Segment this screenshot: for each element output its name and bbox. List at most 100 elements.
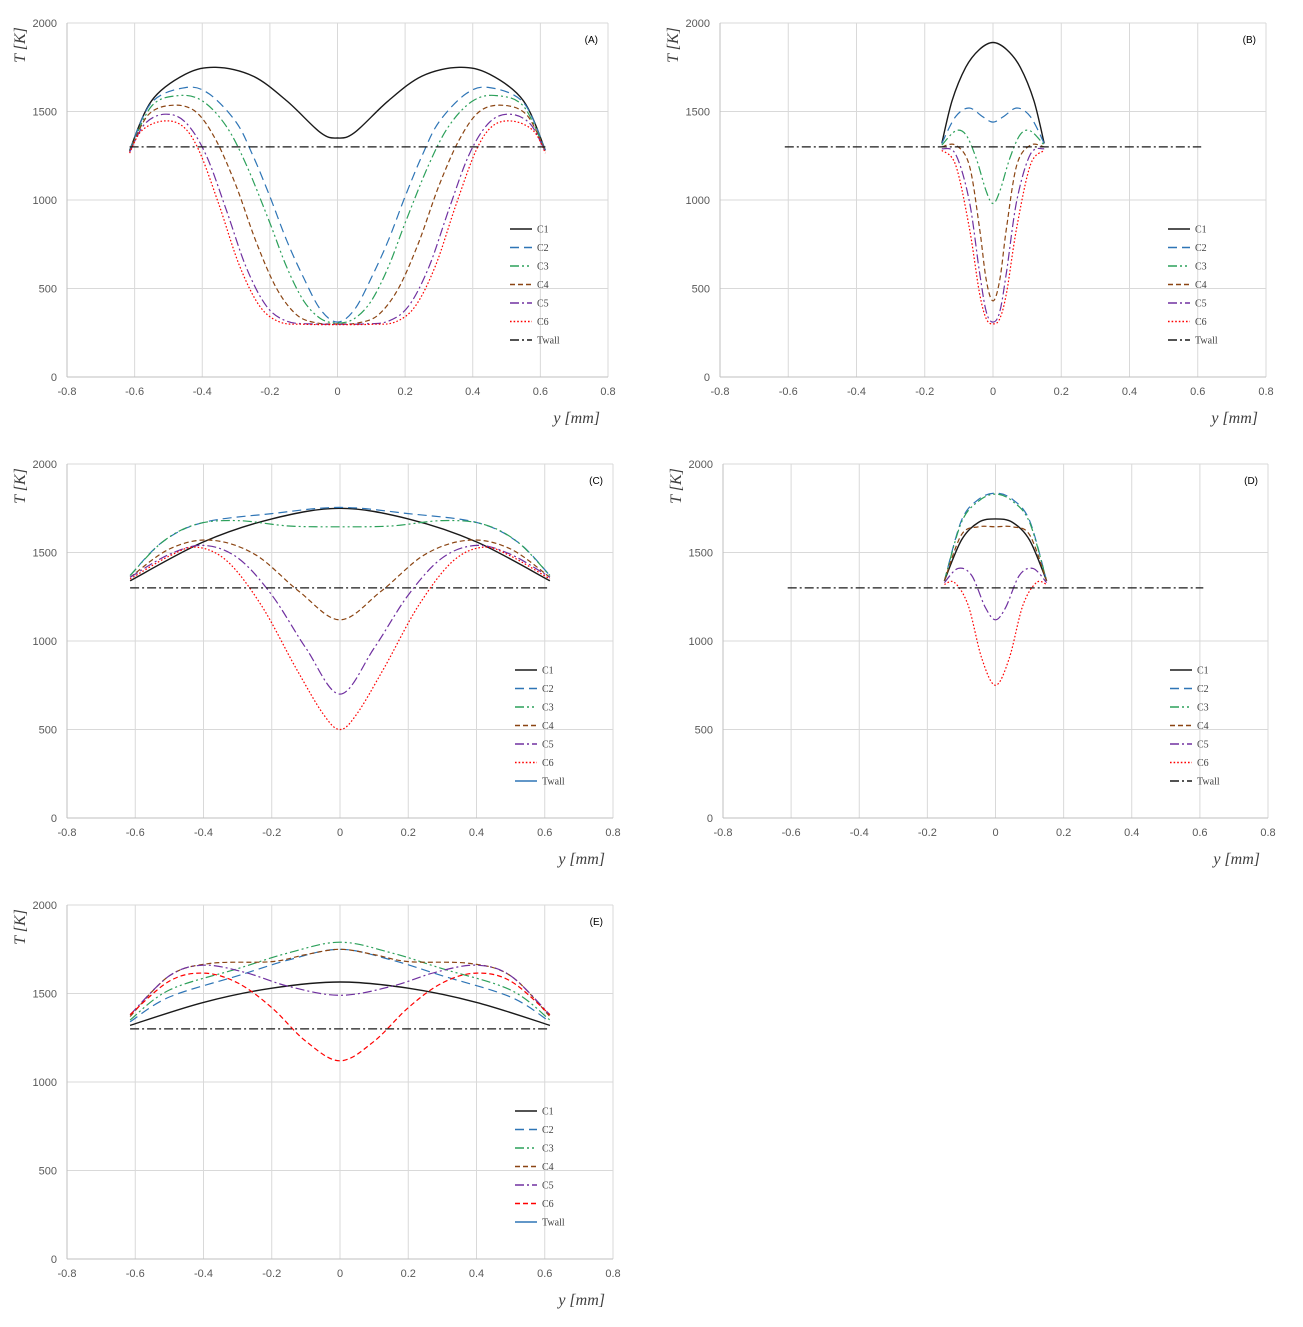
series-line-c1 — [941, 41, 1045, 144]
legend-label-twall: Twall — [1197, 777, 1220, 788]
x-tick-label: 0.8 — [600, 386, 615, 398]
x-tick-label: 0 — [337, 827, 343, 839]
legend-label-c1: C1 — [542, 666, 554, 677]
x-tick-label: -0.6 — [779, 386, 798, 398]
y-tick-label: 500 — [39, 284, 57, 296]
series-line-c3 — [941, 129, 1045, 205]
x-tick-label: -0.6 — [126, 827, 145, 839]
y-axis-label: T [K] — [665, 27, 682, 63]
panel-e: -0.8 -0.6 -0.4 -0.2 0 0.2 0.4 0.6 0.8 0 500 1000 150… — [12, 900, 621, 1309]
x-tick-label: 0.6 — [537, 1268, 552, 1280]
y-tick-label: 2000 — [686, 18, 710, 30]
x-tick-label: 0.6 — [1192, 827, 1207, 839]
x-axis-label: y [mm] — [556, 851, 605, 868]
y-tick-label: 2000 — [33, 18, 57, 30]
legend-label-c5: C5 — [542, 740, 554, 751]
y-tick-label: 1500 — [686, 107, 710, 119]
series-line-c4 — [941, 143, 1045, 302]
series-line-c1 — [128, 66, 547, 151]
y-tick-label: 0 — [704, 372, 710, 384]
legend-label-c4: C4 — [1197, 721, 1209, 732]
legend-label-c4: C4 — [1195, 280, 1207, 291]
x-tick-label: 0.6 — [533, 386, 548, 398]
series-line-c3 — [129, 941, 551, 1021]
series-line-c5 — [943, 567, 1048, 621]
x-tick-label: 0.6 — [1190, 386, 1205, 398]
x-tick-label: -0.6 — [125, 386, 144, 398]
y-tick-label: 0 — [51, 372, 57, 384]
y-tick-label: 2000 — [33, 900, 57, 912]
x-tick-label: 0.2 — [1054, 386, 1069, 398]
x-tick-label: -0.8 — [711, 386, 730, 398]
legend-label-c2: C2 — [542, 684, 554, 695]
legend-label-c6: C6 — [542, 1199, 554, 1210]
panel-c: -0.8 -0.6 -0.4 -0.2 0 0.2 0.4 0.6 0.8 0 500 1000 150… — [12, 459, 621, 868]
y-tick-label: 1500 — [33, 548, 57, 560]
legend-label-c3: C3 — [1197, 703, 1209, 714]
x-tick-label: 0.2 — [401, 827, 416, 839]
legend-label-c5: C5 — [1195, 299, 1207, 310]
x-tick-label: 0.6 — [537, 827, 552, 839]
y-tick-label: 1500 — [689, 548, 713, 560]
y-tick-label: 0 — [51, 813, 57, 825]
series-line-c5 — [129, 964, 551, 1016]
series-line-c3 — [129, 94, 546, 324]
x-tick-label: -0.8 — [58, 1268, 77, 1280]
legend-label-c6: C6 — [542, 758, 554, 769]
x-tick-label: 0.2 — [401, 1268, 416, 1280]
x-axis-label: y [mm] — [551, 410, 600, 427]
y-tick-label: 500 — [39, 1166, 57, 1178]
x-axis-label: y [mm] — [1211, 851, 1260, 868]
series-line-c6 — [129, 120, 546, 326]
legend-label-c2: C2 — [1197, 684, 1209, 695]
legend-label-c6: C6 — [1197, 758, 1209, 769]
x-tick-label: 0.2 — [1056, 827, 1071, 839]
legend-label-c5: C5 — [542, 1181, 554, 1192]
x-tick-label: -0.6 — [126, 1268, 145, 1280]
legend-label-c1: C1 — [1197, 666, 1209, 677]
y-tick-label: 1000 — [33, 195, 57, 207]
x-tick-label: -0.4 — [194, 1268, 213, 1280]
x-axis-label: y [mm] — [556, 1292, 605, 1309]
x-tick-label: 0.8 — [1260, 827, 1275, 839]
legend-label-c5: C5 — [537, 299, 549, 310]
legend-label-c6: C6 — [537, 317, 549, 328]
series-line-c5 — [129, 113, 546, 325]
y-tick-label: 500 — [695, 725, 713, 737]
legend-label-c4: C4 — [537, 280, 549, 291]
y-tick-label: 1000 — [686, 195, 710, 207]
legend-label-c3: C3 — [542, 1144, 554, 1155]
y-tick-label: 2000 — [689, 459, 713, 471]
y-tick-label: 500 — [692, 284, 710, 296]
legend-label-c4: C4 — [542, 1162, 554, 1173]
series-line-c6 — [129, 546, 551, 731]
x-tick-label: 0.4 — [469, 1268, 484, 1280]
x-tick-label: -0.2 — [915, 386, 934, 398]
y-tick-label: 1500 — [33, 989, 57, 1001]
series-line-c6 — [944, 580, 1047, 686]
legend-label-c2: C2 — [1195, 243, 1207, 254]
legend-label-twall: Twall — [1195, 336, 1218, 347]
legend-label-c3: C3 — [542, 703, 554, 714]
y-tick-label: 2000 — [33, 459, 57, 471]
legend-label-c6: C6 — [1195, 317, 1207, 328]
y-tick-label: 1000 — [33, 1077, 57, 1089]
y-tick-label: 500 — [39, 725, 57, 737]
x-tick-label: -0.6 — [782, 827, 801, 839]
x-tick-label: 0 — [992, 827, 998, 839]
legend-label-c1: C1 — [537, 225, 549, 236]
x-tick-label: 0 — [990, 386, 996, 398]
x-tick-label: -0.8 — [58, 386, 77, 398]
legend-label-c4: C4 — [542, 721, 554, 732]
x-axis-label: y [mm] — [1209, 410, 1258, 427]
legend-label-c1: C1 — [1195, 225, 1207, 236]
legend-label-c3: C3 — [1195, 262, 1207, 273]
x-tick-label: 0.8 — [1258, 386, 1273, 398]
panel-d: -0.8 -0.6 -0.4 -0.2 0 0.2 0.4 0.6 0.8 0 500 1000 150… — [668, 459, 1276, 868]
y-tick-label: 1000 — [689, 636, 713, 648]
panel-b: -0.8 -0.6 -0.4 -0.2 0 0.2 0.4 0.6 0.8 0 500 1000 150… — [665, 18, 1274, 427]
x-tick-label: 0.4 — [1124, 827, 1139, 839]
series-line-c1 — [943, 518, 1048, 582]
legend-label-c2: C2 — [537, 243, 549, 254]
